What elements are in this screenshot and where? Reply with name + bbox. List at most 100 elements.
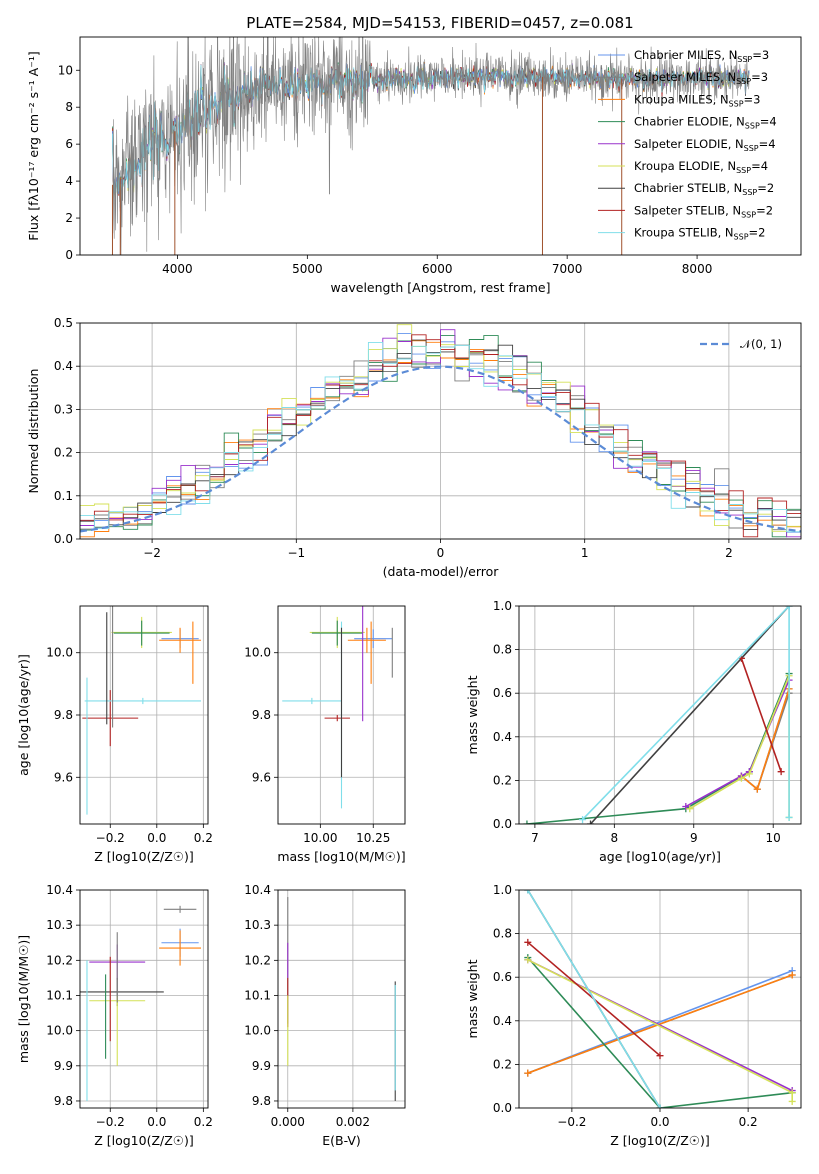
weight_vs_age-ytick-label: 0.8 — [493, 643, 512, 657]
mass_vs_Z-ytick-label: 10.1 — [46, 988, 73, 1002]
weight_vs_Z-point-marker — [524, 1069, 532, 1077]
weight_vs_age-point-marker — [523, 820, 531, 824]
mass_vs_EBV-ytick-label: 9.9 — [252, 1059, 271, 1073]
weight_vs_age-panel: 7 8 9 10 0.0 0.2 0.4 0.6 0.8 1.0 age [log10(age/yr… — [465, 599, 802, 864]
residuals-frame: −2 −1 0 1 2 0.0 0.1 0.2 0.3 0.4 0.5 (data-model)/er… — [26, 316, 802, 579]
spectrum-xlabel: wavelength [Angstrom, rest frame] — [330, 280, 550, 295]
mass_vs_EBV-panel: 0.000 0.002 9.8 9.9 10.0 10.1 10.2 10.3 10.4 E(B-… — [244, 883, 406, 1148]
mass_vs_Z-xtick-label: −0.2 — [96, 1115, 125, 1129]
weight_vs_Z-panel: −0.2 0.0 0.2 0.0 0.2 0.4 0.6 0.8 1.0 Z [log10(Z/Z… — [465, 883, 802, 1148]
mass_vs_EBV-ytick-label: 10.3 — [244, 918, 271, 932]
residuals-ytick-label: 0.0 — [54, 532, 73, 546]
weight_vs_age-point-marker — [586, 820, 594, 824]
age_vs_mass-ytick-label: 9.6 — [252, 770, 271, 784]
weight_vs_age-xtick-label: 8 — [611, 831, 619, 845]
weight_vs_Z-point-marker — [788, 971, 796, 979]
residual-histogram — [80, 341, 801, 539]
weight_vs_Z-series-line — [527, 974, 793, 1074]
spectrum-ytick-label: 0 — [65, 248, 73, 262]
spectrum-xtick-label: 6000 — [422, 262, 453, 276]
mass_vs_EBV-xtick-label: 0.000 — [271, 1115, 305, 1129]
mass_vs_Z-ytick-label: 10.3 — [46, 918, 73, 932]
residuals-ytick-label: 0.4 — [54, 359, 73, 373]
legend-entry: Chabrier ELODIE, NSSP=4 — [634, 115, 777, 131]
age_vs_mass-panel: 10.00 10.25 9.6 9.8 10.0 mass [log10(M/M☉)] — [244, 605, 406, 864]
residuals-xtick-label: 0 — [437, 546, 445, 560]
mass_vs_EBV-ytick-label: 10.4 — [244, 883, 271, 897]
residuals-ytick-label: 0.5 — [54, 316, 73, 330]
weight_vs_age-point-marker — [745, 770, 753, 778]
mass_vs_Z-ytick-label: 9.8 — [54, 1094, 73, 1108]
residuals-panel: −2 −1 0 1 2 0.0 0.1 0.2 0.3 0.4 0.5 (data-model)/er… — [26, 316, 802, 579]
age_vs_Z-xtick-label: 0.0 — [147, 831, 166, 845]
spectrum-ytick-label: 8 — [65, 100, 73, 114]
mass_vs_EBV-ytick-label: 10.0 — [244, 1024, 271, 1038]
mass_vs_Z-panel: −0.2 0.0 0.2 9.8 9.9 10.0 10.1 10.2 10.3 10.4 Z [l… — [16, 883, 213, 1148]
age_vs_Z-frame: −0.2 0.0 0.2 9.6 9.8 10.0 Z [log10(Z/Z☉)] age [… — [16, 605, 213, 864]
weight_vs_age-series-line — [740, 658, 782, 772]
legend-entry: Kroupa ELODIE, NSSP=4 — [634, 159, 768, 175]
spectrum-xtick-label: 5000 — [292, 262, 323, 276]
spectrum-ytick-label: 10 — [58, 63, 73, 77]
age_vs_Z-ylabel: age [log10(age/yr)] — [16, 654, 31, 776]
figure-title: PLATE=2584, MJD=54153, FIBERID=0457, z=0… — [246, 14, 633, 32]
weight_vs_age-point-marker — [737, 774, 745, 782]
weight_vs_age-xtick-label: 7 — [531, 831, 539, 845]
weight_vs_age-series-line — [685, 679, 790, 808]
weight_vs_Z-point-marker — [524, 890, 532, 894]
age_vs_Z-xtick-label: 0.2 — [194, 831, 213, 845]
age_vs_Z-ytick-label: 9.8 — [54, 708, 73, 722]
residual-legend: 𝒩(0, 1) — [700, 337, 782, 351]
age_vs_mass-frame: 10.00 10.25 9.6 9.8 10.0 mass [log10(M/M☉)] — [244, 605, 406, 864]
age_vs_Z-ytick-label: 10.0 — [46, 646, 73, 660]
weight_vs_age-point-marker — [579, 816, 587, 824]
spectrum-ytick-label: 4 — [65, 174, 73, 188]
age_vs_mass-border — [277, 605, 406, 825]
weight_vs_Z-ytick-label: 0.4 — [493, 1014, 512, 1028]
residuals-xtick-label: −2 — [143, 546, 161, 560]
weight_vs_age-xtick-label: 9 — [690, 831, 698, 845]
weight_vs_Z-border — [518, 889, 802, 1109]
mass_vs_EBV-xlabel: E(B-V) — [322, 1133, 361, 1148]
residuals-ylabel: Normed distribution — [26, 369, 41, 494]
age_vs_mass-plot-area — [278, 606, 405, 824]
legend-entry: Chabrier MILES, NSSP=3 — [634, 48, 769, 64]
residuals-ytick-label: 0.1 — [54, 489, 73, 503]
mass_vs_EBV-plot-area — [278, 890, 405, 1108]
weight_vs_age-xtick-label: 10 — [766, 831, 781, 845]
mass_vs_Z-border — [79, 889, 209, 1109]
legend-entry: Salpeter ELODIE, NSSP=4 — [634, 137, 776, 153]
mass_vs_Z-ytick-label: 9.9 — [54, 1059, 73, 1073]
mass_vs_EBV-ytick-label: 9.8 — [252, 1094, 271, 1108]
weight_vs_Z-plot-area — [519, 890, 801, 1108]
legend-entry: 𝒩(0, 1) — [740, 337, 782, 351]
age_vs_mass-ytick-label: 9.8 — [252, 708, 271, 722]
weight_vs_Z-ylabel: mass weight — [465, 959, 480, 1038]
age_vs_Z-plot-area — [80, 606, 208, 824]
residuals-xlabel: (data-model)/error — [383, 564, 500, 579]
legend-entry: Kroupa MILES, NSSP=3 — [634, 92, 760, 108]
weight_vs_age-ytick-label: 0.6 — [493, 686, 512, 700]
age_vs_Z-panel: −0.2 0.0 0.2 9.6 9.8 10.0 Z [log10(Z/Z☉)] age [… — [16, 605, 213, 864]
weight_vs_Z-xtick-label: 0.2 — [739, 1115, 758, 1129]
weight_vs_age-ylabel: mass weight — [465, 675, 480, 754]
spectrum-ytick-label: 6 — [65, 137, 73, 151]
residuals-ytick-label: 0.2 — [54, 446, 73, 460]
spectrum-data-line — [112, 37, 750, 255]
mass_vs_EBV-ytick-label: 10.2 — [244, 953, 271, 967]
spectrum-xtick-label: 8000 — [682, 262, 713, 276]
weight_vs_age-frame: 7 8 9 10 0.0 0.2 0.4 0.6 0.8 1.0 age [log10(age/yr… — [465, 599, 802, 864]
mass_vs_Z-ytick-label: 10.0 — [46, 1024, 73, 1038]
residuals-border — [79, 322, 802, 540]
weight_vs_age-series-line — [526, 673, 790, 824]
weight_vs_Z-point-marker — [524, 938, 532, 946]
normal-reference-curve — [80, 365, 801, 533]
weight_vs_age-point-marker — [686, 805, 694, 813]
weight_vs_Z-ytick-label: 0.6 — [493, 970, 512, 984]
age_vs_mass-xtick-label: 10.00 — [303, 831, 337, 845]
weight_vs_age-xlabel: age [log10(age/yr)] — [599, 849, 721, 864]
weight_vs_Z-ytick-label: 0.2 — [493, 1057, 512, 1071]
weight_vs_Z-point-marker — [656, 1104, 664, 1108]
mass_vs_Z-ytick-label: 10.4 — [46, 883, 73, 897]
